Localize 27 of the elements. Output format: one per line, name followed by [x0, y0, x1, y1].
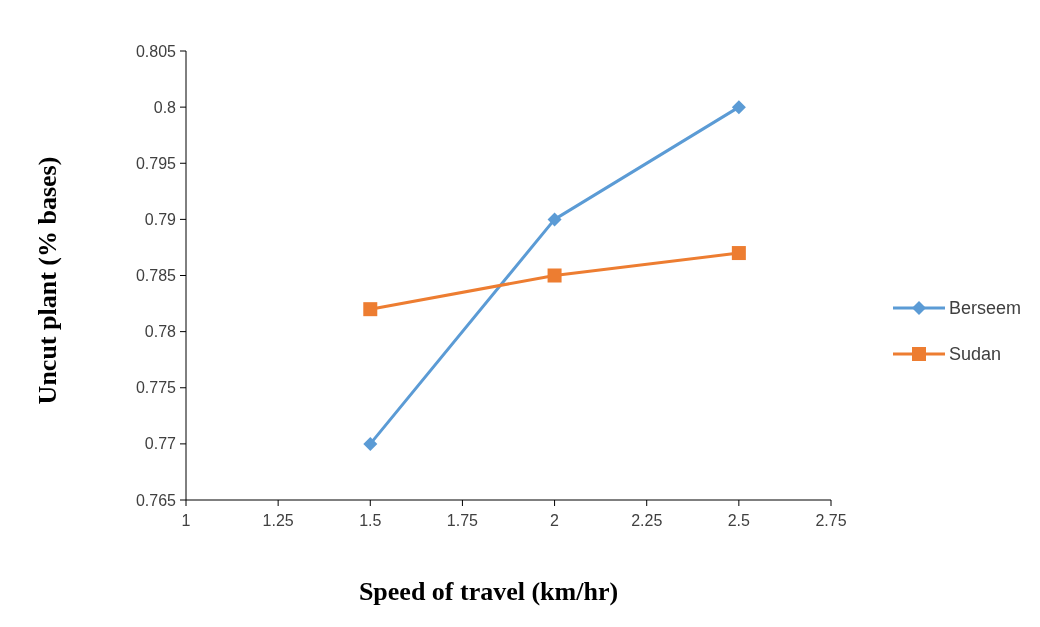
x-tick-label: 1.25: [262, 512, 294, 529]
y-tick-label: 0.79: [144, 210, 177, 228]
y-tick-label: 0.775: [135, 379, 177, 397]
x-tick-label: 1.5: [359, 512, 382, 529]
y-tick-label: 0.805: [135, 42, 177, 60]
y-axis-title: Uncut plant (% bases): [33, 156, 62, 405]
x-axis-title: Speed of travel (km/hr): [358, 577, 619, 606]
legend-label: Sudan: [949, 344, 1002, 365]
point: [731, 100, 746, 115]
legend-label: Berseem: [949, 298, 1022, 319]
x-tick-label: 1: [181, 512, 191, 529]
x-tick-label: 2.75: [815, 512, 847, 529]
point: [547, 212, 562, 227]
point: [363, 302, 378, 317]
y-tick-label: 0.8: [153, 98, 177, 116]
y-tick-label: 0.795: [135, 154, 177, 172]
y-tick-label: 0.785: [135, 267, 177, 285]
point: [547, 268, 562, 283]
x-tick-label: 2.5: [727, 512, 751, 529]
x-tick-label: 1.75: [446, 512, 479, 529]
x-tick-label: 2.25: [631, 512, 663, 529]
point: [731, 246, 746, 261]
point: [363, 436, 378, 451]
x-tick-label: 2: [550, 512, 560, 529]
y-tick-label: 0.765: [135, 491, 177, 509]
y-tick-label: 0.77: [144, 435, 177, 453]
y-tick-label: 0.78: [144, 323, 177, 341]
